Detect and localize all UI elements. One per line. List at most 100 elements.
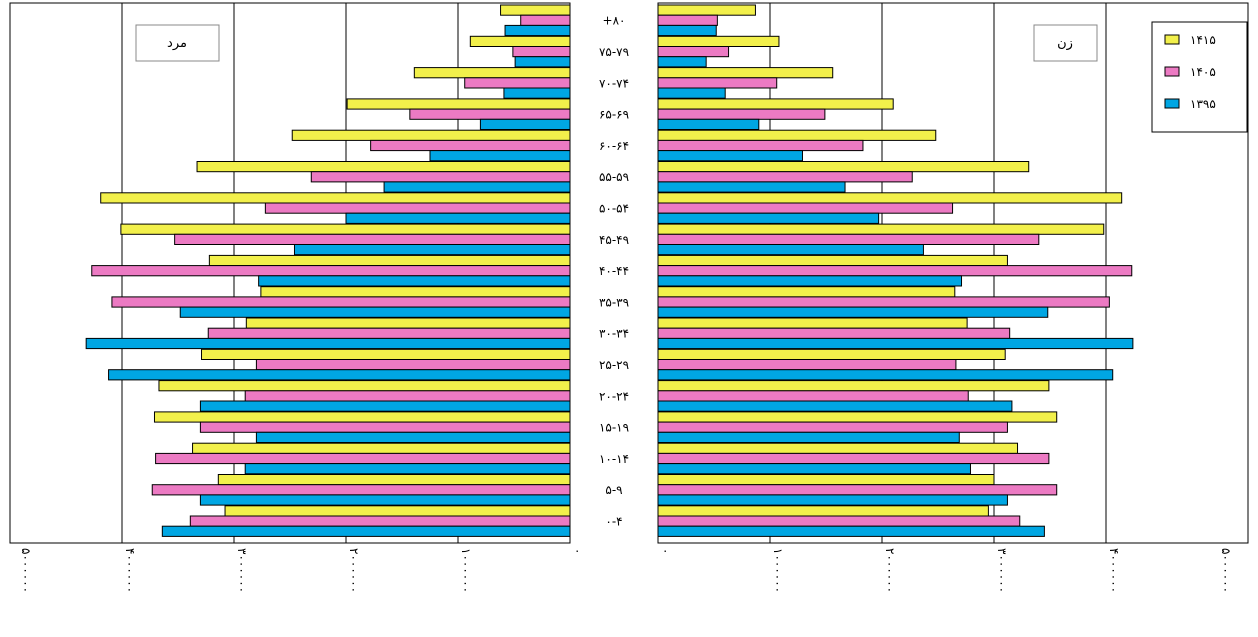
female-bar — [657, 442, 1019, 454]
male-bar — [291, 129, 571, 141]
female-bar — [657, 452, 1050, 465]
age-group-label: ۵-۹ — [605, 483, 622, 497]
left-panel-label-box — [135, 24, 220, 62]
age-group-label: +۸۰ — [603, 14, 626, 28]
age-group-label: ۷۵-۷۹ — [599, 45, 629, 59]
age-group-label: ۲۵-۲۹ — [599, 358, 629, 372]
female-bar — [657, 46, 730, 58]
female-bar — [657, 484, 1058, 496]
female-bar — [657, 254, 1008, 267]
female-bar — [657, 150, 803, 162]
right-bars — [657, 4, 1134, 537]
male-bar — [245, 317, 571, 329]
male-bar — [199, 400, 571, 412]
male-bar — [512, 46, 571, 58]
male-bar — [111, 296, 571, 308]
female-bar — [657, 505, 989, 517]
male-bar — [383, 181, 571, 193]
male-bar — [199, 421, 571, 433]
female-bar — [657, 390, 969, 402]
male-bar — [207, 327, 571, 339]
male-bar — [500, 4, 571, 16]
male-bar — [108, 369, 571, 381]
age-group-label: ۳۵-۳۹ — [599, 295, 629, 309]
male-bar — [464, 77, 571, 89]
male-bar — [413, 67, 571, 79]
female-bar — [657, 233, 1040, 246]
right-x-tick-label: ۲۰۰۰۰۰۰ — [883, 548, 897, 593]
female-bar — [657, 202, 954, 214]
right-x-tick-label: ۰ — [659, 548, 673, 554]
female-bar — [657, 4, 756, 16]
female-bar — [657, 161, 1030, 173]
male-bar — [179, 306, 571, 318]
female-bar — [657, 411, 1058, 423]
male-bar — [91, 265, 571, 277]
male-bar — [469, 35, 571, 47]
right-x-tick-label: ۴۰۰۰۰۰۰ — [1107, 548, 1121, 593]
female-bar — [657, 286, 956, 298]
male-bar — [189, 515, 571, 527]
male-bar — [479, 118, 571, 131]
male-bar — [224, 505, 571, 517]
male-bar — [345, 212, 571, 224]
age-group-label: ۶۰-۶۴ — [599, 139, 629, 153]
male-bar — [293, 244, 571, 256]
male-bar — [158, 380, 571, 392]
female-bar — [657, 306, 1049, 318]
male-bar — [151, 484, 571, 496]
right-x-tick-label: ۵۰۰۰۰۰۰ — [1219, 548, 1233, 593]
male-bar — [503, 87, 571, 99]
male-bar — [192, 442, 571, 454]
male-bar — [520, 14, 571, 26]
age-group-label: ۱۵-۱۹ — [599, 421, 629, 435]
female-bar — [657, 400, 1013, 412]
left-x-tick-label: ۴۰۰۰۰۰۰ — [123, 548, 137, 593]
age-group-label: ۳۰-۳۴ — [599, 327, 629, 341]
female-bar — [657, 14, 718, 26]
left-bars — [85, 4, 571, 537]
female-bar — [657, 380, 1050, 392]
female-bar — [657, 359, 957, 371]
female-bar — [657, 244, 924, 256]
right-x-ticks: ۰ ۱۰۰۰۰۰۰ ۲۰۰۰۰۰۰ ۳۰۰۰۰۰۰ ۴۰۰۰۰۰۰ ۵۰۰۰۰۰۰ — [659, 548, 1233, 593]
female-bar — [657, 24, 717, 37]
male-bar — [174, 233, 571, 246]
right-panel-label: زن — [1057, 36, 1073, 51]
male-bar — [504, 24, 571, 37]
right-panel-label-box — [1033, 24, 1098, 62]
female-bar — [657, 108, 826, 120]
female-bar — [657, 348, 1006, 360]
age-group-label: ۱۰-۱۴ — [599, 452, 629, 466]
male-bar — [155, 452, 571, 465]
male-bar — [100, 192, 571, 204]
male-bar — [217, 474, 571, 486]
female-bar — [657, 275, 963, 287]
male-bar — [201, 348, 571, 360]
left-panel: مرد ۰ ۱۰۰۰۰۰۰ ۲۰۰۰۰۰۰ ۳۰۰۰۰۰۰ ۴۰۰۰۰۰۰ ۵۰۰۰۰۰۰ — [9, 2, 585, 593]
right-x-tick-label: ۱۰۰۰۰۰۰ — [771, 548, 785, 593]
female-bar — [657, 171, 913, 183]
male-bar — [244, 390, 571, 402]
female-bar — [657, 327, 1011, 339]
female-bar — [657, 421, 1008, 433]
female-bar — [657, 35, 780, 47]
age-group-labels: ۰-۴ ۵-۹ ۱۰-۱۴ ۱۵-۱۹ ۲۰-۲۴ ۲۵-۲۹ ۳۰-۳۴ ۳۵-۳۹ ۴۰-۴… — [599, 14, 629, 529]
male-bar — [370, 139, 571, 152]
female-bar — [657, 337, 1134, 350]
female-bar — [657, 56, 707, 68]
female-bar — [657, 494, 1008, 506]
female-bar — [657, 515, 1021, 527]
left-x-tick-label: ۳۰۰۰۰۰۰ — [235, 548, 249, 593]
right-panel: زن ۱۴۱۵ ۱۴۰۵ ۱۳۹۵ ۰ ۱۰۰۰۰۰۰ ۲۰۰۰۰۰۰ ۳۰۰۰۰۰۰ ۴۰… — [657, 2, 1249, 593]
left-x-tick-label: ۵۰۰۰۰۰۰ — [19, 548, 33, 593]
male-bar — [244, 463, 571, 475]
male-bar — [514, 56, 571, 68]
legend-swatch — [1164, 66, 1180, 77]
left-x-tick-label: ۲۰۰۰۰۰۰ — [347, 548, 361, 593]
male-bar — [208, 254, 571, 267]
age-group-label: ۵۰-۵۴ — [599, 201, 629, 215]
legend-label: ۱۴۰۵ — [1190, 65, 1216, 79]
female-bar — [657, 77, 778, 89]
